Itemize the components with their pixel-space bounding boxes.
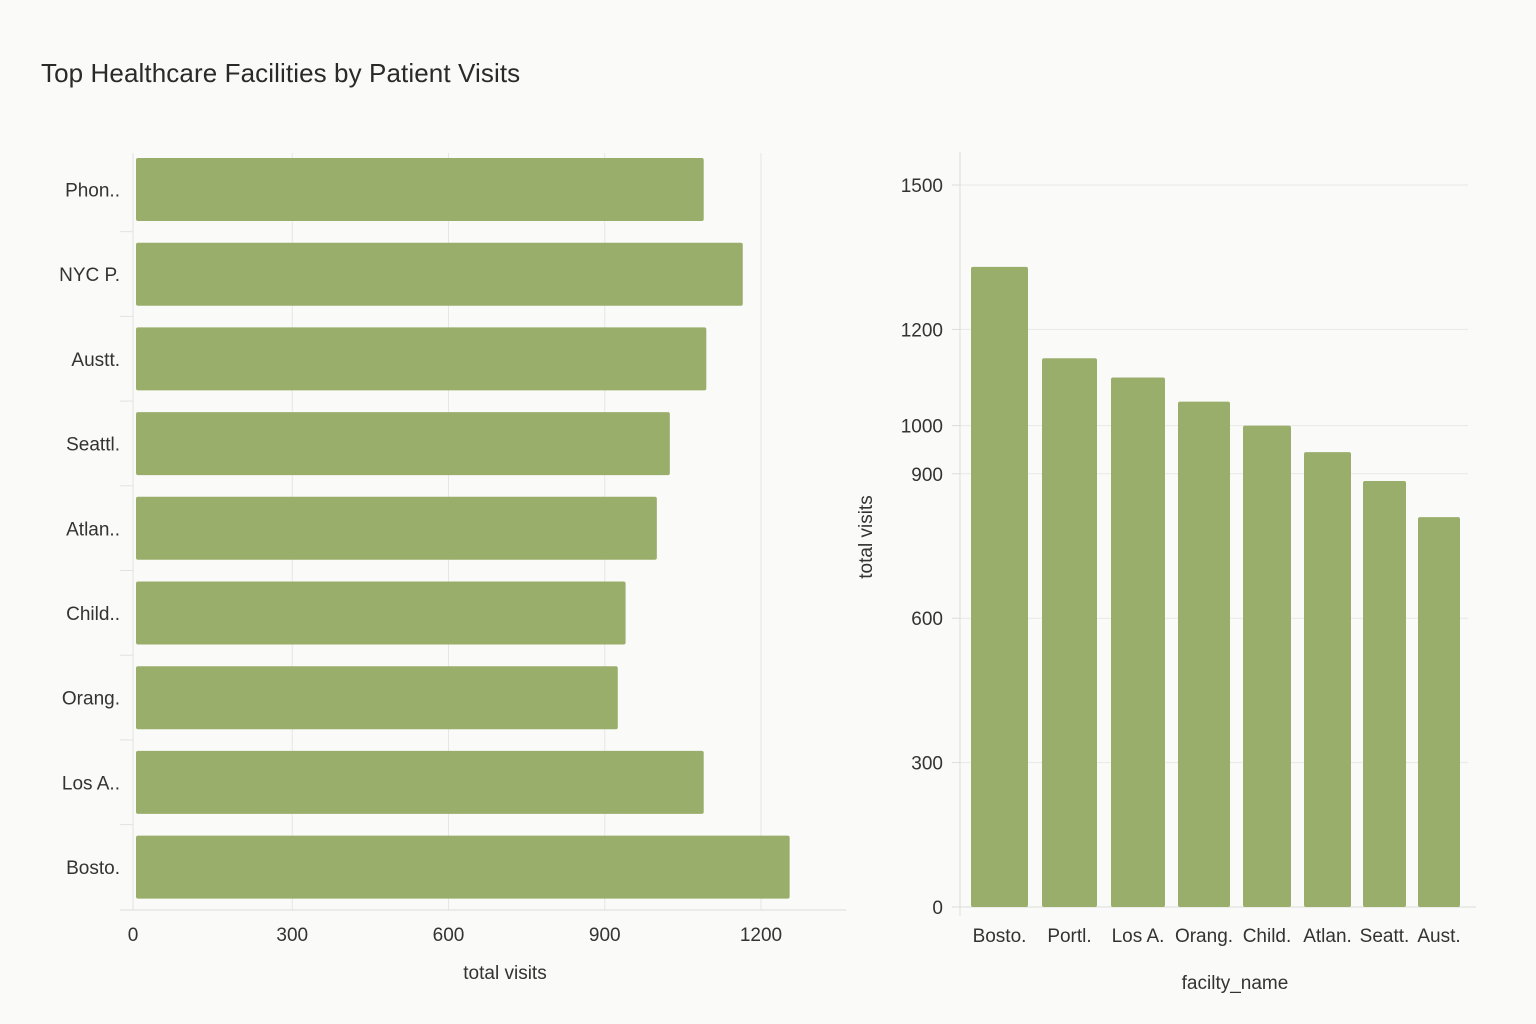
bar [136, 158, 704, 221]
x-tick-label: 300 [276, 925, 308, 946]
x-tick-label: 1200 [740, 925, 782, 946]
bar [1178, 401, 1230, 907]
y-tick-label: Child.. [66, 604, 120, 625]
bar [1418, 517, 1460, 907]
x-tick-label: Orang. [1175, 926, 1233, 947]
x-tick-label: 600 [433, 925, 465, 946]
y-tick-label: Austt. [71, 350, 120, 371]
x-tick-label: Bosto. [973, 926, 1027, 947]
bar [1111, 377, 1165, 907]
bar [136, 496, 657, 560]
bar [1363, 481, 1406, 907]
bar [1042, 358, 1097, 907]
y-tick-label: 600 [911, 609, 943, 630]
y-tick-label: NYC P. [59, 265, 120, 286]
bar [136, 581, 626, 645]
x-tick-label: Seatt. [1360, 926, 1410, 947]
y-tick-label: 300 [911, 754, 943, 775]
bar [136, 835, 790, 899]
chart-title: Top Healthcare Facilities by Patient Vis… [41, 58, 521, 88]
x-tick-label: Aust. [1417, 926, 1460, 947]
y-tick-label: Seattl. [66, 435, 120, 456]
bar [1304, 452, 1351, 907]
y-axis-label: total visits [856, 495, 877, 578]
y-tick-label: 1500 [901, 176, 943, 197]
y-tick-label: Phon.. [65, 181, 120, 202]
x-tick-label: 0 [128, 925, 139, 946]
y-tick-label: Orang. [62, 689, 120, 710]
x-axis-label: total visits [463, 963, 546, 984]
x-tick-label: 900 [589, 925, 621, 946]
x-tick-label: Child. [1243, 926, 1292, 947]
y-tick-label: 1200 [901, 320, 943, 341]
x-tick-label: Portl. [1047, 926, 1091, 947]
bar [136, 242, 743, 306]
y-tick-label: 1000 [901, 417, 943, 438]
x-tick-label: Atlan. [1303, 926, 1352, 947]
y-tick-label: 0 [932, 898, 943, 919]
bar [136, 327, 707, 391]
bar [136, 666, 618, 730]
bar [136, 412, 670, 476]
y-tick-label: Bosto. [66, 858, 120, 879]
y-tick-label: 900 [911, 465, 943, 486]
bar [971, 266, 1028, 907]
y-tick-label: Los A.. [62, 773, 120, 794]
y-tick-label: Atlan.. [66, 519, 120, 540]
x-axis-label: facilty_name [1182, 973, 1289, 994]
bar [136, 750, 704, 814]
bar [1243, 425, 1291, 907]
x-tick-label: Los A. [1112, 926, 1165, 947]
